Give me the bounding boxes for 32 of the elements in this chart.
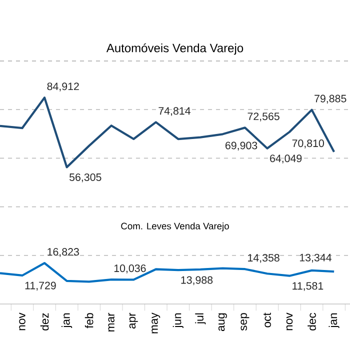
data-label: 13,344 xyxy=(300,254,332,263)
data-label: 13,988 xyxy=(181,276,213,286)
data-label: 64,049 xyxy=(270,154,302,164)
data-label: 56,305 xyxy=(69,173,102,182)
x-tick-label: dez xyxy=(40,313,49,330)
x-tick-label: apr xyxy=(129,312,138,329)
data-label: 10,036 xyxy=(114,264,146,274)
data-label: 79,885 xyxy=(314,94,346,104)
x-tick-label: jul xyxy=(195,313,206,324)
data-label: 16,823 xyxy=(48,248,79,257)
x-tick-label: nov xyxy=(286,312,293,330)
x-tick-label: jan xyxy=(328,313,340,328)
x-tick-label: may xyxy=(152,312,160,334)
data-label: 69,903 xyxy=(226,142,258,151)
text: Com. Leves Venda Varejo xyxy=(121,222,229,232)
x-tick-label: jun xyxy=(172,313,184,328)
x-tick-label: feb xyxy=(84,313,94,328)
x-tick-label: aug xyxy=(218,313,227,332)
x-tick-label: nov xyxy=(19,312,26,330)
x-tick-label: jan xyxy=(62,313,72,328)
data-label: 74,814 xyxy=(158,107,190,116)
data-label: 84,912 xyxy=(47,82,79,92)
chart-title: Automóveis Venda Varejo xyxy=(106,43,244,55)
x-tick-label: mar xyxy=(108,312,114,332)
data-label: 70,810 xyxy=(292,140,324,148)
x-tick-label: oct xyxy=(264,312,271,328)
x-tick-label: sep xyxy=(240,313,250,331)
data-label: 14,358 xyxy=(248,254,280,263)
x-tick-label: dec xyxy=(308,312,316,330)
data-label: 11,581 xyxy=(292,282,324,291)
data-label: 72,565 xyxy=(248,112,280,122)
data-label: 11,729 xyxy=(25,282,56,291)
